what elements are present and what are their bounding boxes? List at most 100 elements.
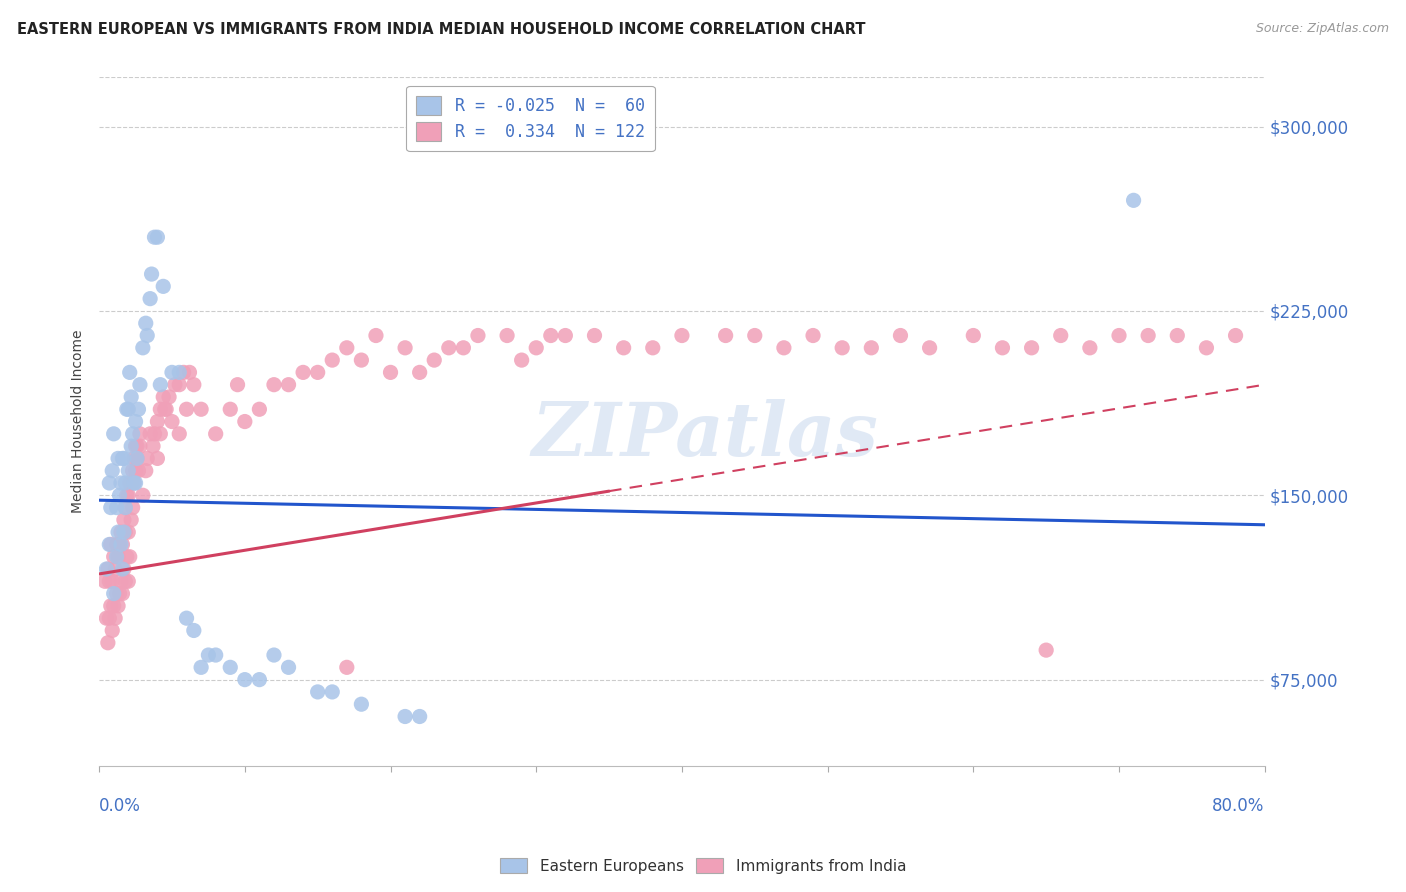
Point — [190, 660, 212, 674]
Point — [105, 537, 128, 551]
Legend: Eastern Europeans, Immigrants from India: Eastern Europeans, Immigrants from India — [494, 852, 912, 880]
Point — [110, 537, 132, 551]
Point — [122, 475, 145, 490]
Point — [1137, 328, 1160, 343]
Point — [152, 390, 174, 404]
Point — [117, 464, 139, 478]
Point — [143, 230, 166, 244]
Point — [112, 525, 135, 540]
Point — [112, 562, 135, 576]
Point — [173, 365, 195, 379]
Point — [671, 328, 693, 343]
Point — [613, 341, 636, 355]
Point — [889, 328, 911, 343]
Point — [510, 353, 533, 368]
Point — [104, 562, 127, 576]
Point — [364, 328, 387, 343]
Point — [127, 402, 149, 417]
Point — [540, 328, 562, 343]
Point — [110, 525, 132, 540]
Point — [139, 426, 162, 441]
Point — [179, 365, 201, 379]
Point — [107, 525, 129, 540]
Point — [96, 562, 118, 576]
Point — [183, 377, 205, 392]
Point — [110, 475, 132, 490]
Point — [1049, 328, 1071, 343]
Point — [105, 500, 128, 515]
Point — [120, 513, 142, 527]
Point — [100, 500, 122, 515]
Point — [801, 328, 824, 343]
Point — [108, 537, 131, 551]
Point — [408, 709, 430, 723]
Point — [142, 439, 165, 453]
Point — [146, 230, 169, 244]
Point — [108, 586, 131, 600]
Point — [143, 426, 166, 441]
Point — [117, 402, 139, 417]
Point — [120, 390, 142, 404]
Point — [107, 549, 129, 564]
Point — [132, 488, 155, 502]
Point — [163, 377, 186, 392]
Point — [132, 341, 155, 355]
Point — [104, 611, 127, 625]
Point — [714, 328, 737, 343]
Point — [122, 451, 145, 466]
Point — [292, 365, 315, 379]
Point — [247, 673, 270, 687]
Point — [124, 464, 146, 478]
Point — [101, 464, 124, 478]
Point — [136, 328, 159, 343]
Point — [111, 586, 134, 600]
Point — [94, 574, 117, 589]
Point — [115, 549, 138, 564]
Point — [263, 377, 285, 392]
Point — [105, 549, 128, 564]
Point — [467, 328, 489, 343]
Point — [146, 415, 169, 429]
Text: 0.0%: 0.0% — [100, 797, 141, 814]
Point — [160, 365, 183, 379]
Point — [744, 328, 766, 343]
Point — [1108, 328, 1130, 343]
Point — [167, 365, 190, 379]
Point — [118, 475, 141, 490]
Point — [121, 426, 143, 441]
Point — [394, 341, 416, 355]
Point — [233, 415, 256, 429]
Point — [124, 475, 146, 490]
Point — [114, 475, 136, 490]
Point — [496, 328, 519, 343]
Point — [554, 328, 576, 343]
Point — [307, 365, 329, 379]
Point — [146, 451, 169, 466]
Point — [118, 549, 141, 564]
Point — [149, 377, 172, 392]
Point — [204, 426, 226, 441]
Point — [129, 439, 152, 453]
Point — [114, 574, 136, 589]
Point — [107, 451, 129, 466]
Point — [112, 451, 135, 466]
Point — [110, 574, 132, 589]
Point — [141, 267, 163, 281]
Point — [101, 624, 124, 638]
Point — [277, 377, 299, 392]
Point — [111, 451, 134, 466]
Point — [1021, 341, 1043, 355]
Point — [97, 562, 120, 576]
Point — [111, 562, 134, 576]
Point — [103, 549, 125, 564]
Point — [101, 574, 124, 589]
Point — [125, 439, 148, 453]
Point — [114, 500, 136, 515]
Point — [117, 488, 139, 502]
Point — [176, 402, 198, 417]
Point — [98, 475, 121, 490]
Point — [121, 464, 143, 478]
Point — [103, 426, 125, 441]
Point — [1166, 328, 1188, 343]
Point — [524, 341, 547, 355]
